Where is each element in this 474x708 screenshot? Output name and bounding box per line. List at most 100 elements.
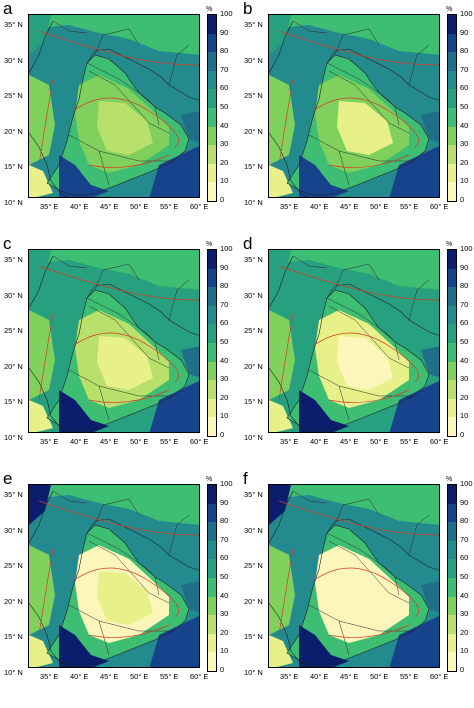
- contour-line: [38, 30, 199, 66]
- colorbar-tick: 30: [220, 374, 229, 384]
- longitude-label: 55° E: [400, 202, 419, 211]
- longitude-label: 50° E: [370, 437, 389, 446]
- contour-line: [312, 332, 419, 383]
- longitude-label: 40° E: [70, 672, 89, 681]
- longitude-label: 45° E: [340, 202, 359, 211]
- country-border: [94, 263, 140, 291]
- colorbar-tick: 100: [220, 479, 233, 488]
- latitude-label: 25° N: [244, 91, 263, 100]
- colorbar-tick: 80: [460, 281, 469, 291]
- latitude-label: 35° N: [244, 255, 263, 264]
- longitude-label: 35° E: [40, 672, 59, 681]
- country-border: [328, 70, 410, 134]
- colorbar-tick: 40: [220, 590, 229, 600]
- latitude-label: 25° N: [244, 561, 263, 570]
- colorbar-tick: 60: [460, 553, 469, 563]
- colorbar-tick: 100: [460, 244, 473, 253]
- longitude-label: 55° E: [160, 672, 179, 681]
- colorbar-tick: 40: [220, 120, 229, 130]
- longitude-label: 60° E: [430, 672, 449, 681]
- coastline: [326, 48, 439, 101]
- contour-line: [72, 332, 179, 383]
- country-border: [378, 562, 400, 596]
- colorbar-tick: 60: [220, 83, 229, 93]
- colorbar-tick: 10: [460, 646, 469, 656]
- panel-letter: b: [243, 0, 253, 18]
- colorbar-tick: 50: [220, 102, 229, 111]
- country-border: [98, 150, 110, 186]
- colorbar-segment: [448, 343, 456, 362]
- latitude-label: 35° N: [4, 20, 23, 29]
- country-border: [52, 20, 88, 34]
- colorbar-unit: %: [446, 6, 453, 13]
- country-border: [292, 255, 328, 269]
- colorbar-segment: [208, 163, 216, 183]
- latitude-label: 15° N: [244, 162, 263, 171]
- longitude-label: 40° E: [70, 202, 89, 211]
- colorbar-segment: [208, 70, 216, 90]
- longitude-label: 45° E: [340, 437, 359, 446]
- coastline: [29, 602, 67, 667]
- colorbar-segment: [208, 343, 216, 362]
- colorbar-segment: [448, 182, 456, 201]
- colorbar-tick: 10: [220, 176, 229, 186]
- colorbar-segment: [448, 522, 456, 541]
- colorbar-tick: 20: [220, 392, 229, 402]
- latitude-label: 15° N: [244, 397, 263, 406]
- colorbar-segment: [448, 615, 456, 634]
- colorbar-segment: [448, 250, 456, 269]
- colorbar-tick: 80: [460, 46, 469, 56]
- longitude-label: 45° E: [100, 437, 119, 446]
- latitude-label: 30° N: [244, 55, 263, 65]
- colorbar-tick: 40: [460, 590, 469, 600]
- coastline: [29, 490, 54, 544]
- latitude-label: 10° N: [244, 667, 263, 677]
- country-border: [334, 263, 380, 291]
- country-border: [88, 70, 170, 134]
- colorbar-tick: 100: [220, 9, 233, 18]
- panel-letter: d: [243, 234, 253, 253]
- colorbar-segment: [208, 380, 216, 399]
- longitude-label: 55° E: [160, 437, 179, 446]
- map-panel: d 35° N 30° N 25° N 20° N 15° N 10° N 35° E 40°…: [240, 234, 473, 465]
- contour-line: [278, 265, 439, 301]
- country-border: [408, 279, 430, 321]
- colorbar-segment: [208, 108, 216, 127]
- colorbar-segment: [448, 652, 456, 671]
- coastline: [326, 283, 439, 336]
- latitude-label: 30° N: [4, 525, 23, 535]
- colorbar-segment: [208, 305, 216, 325]
- colorbar-tick: 50: [460, 337, 469, 346]
- longitude-label: 60° E: [190, 672, 209, 681]
- country-border: [308, 134, 413, 162]
- country-border: [408, 514, 430, 556]
- colorbar-tick: 30: [460, 139, 469, 149]
- colorbar-tick: 20: [220, 157, 229, 167]
- colorbar-segment: [208, 250, 216, 269]
- colorbar-segment: [448, 163, 456, 183]
- coastline: [269, 602, 307, 667]
- colorbar-segment: [208, 182, 216, 201]
- colorbar-segment: [448, 126, 456, 146]
- map-panel: b 35° N 30° N 25° N 20° N 15° N 10° N 35° E 40°…: [240, 0, 473, 230]
- colorbar-tick: 50: [220, 572, 229, 581]
- colorbar-tick: 10: [460, 411, 469, 421]
- colorbar-segment: [208, 578, 216, 597]
- colorbar-segment: [448, 485, 456, 504]
- colorbar-segment: [448, 633, 456, 653]
- longitude-label: 60° E: [190, 437, 209, 446]
- contour-line: [88, 624, 170, 638]
- country-border: [94, 28, 140, 56]
- country-border: [52, 490, 88, 504]
- coastline: [86, 518, 199, 571]
- country-border: [326, 532, 380, 564]
- map-panel: c 35° N 30° N 25° N 20° N 15° N 10° N 35° E 40°…: [0, 234, 233, 465]
- colorbar-segment: [448, 361, 456, 381]
- country-border: [328, 305, 410, 369]
- contour-line: [278, 313, 294, 401]
- longitude-label: 35° E: [40, 202, 59, 211]
- latitude-label: 10° N: [4, 197, 23, 207]
- map-area: [28, 249, 200, 433]
- latitude-label: 35° N: [244, 20, 263, 29]
- colorbar-segment: [448, 503, 456, 523]
